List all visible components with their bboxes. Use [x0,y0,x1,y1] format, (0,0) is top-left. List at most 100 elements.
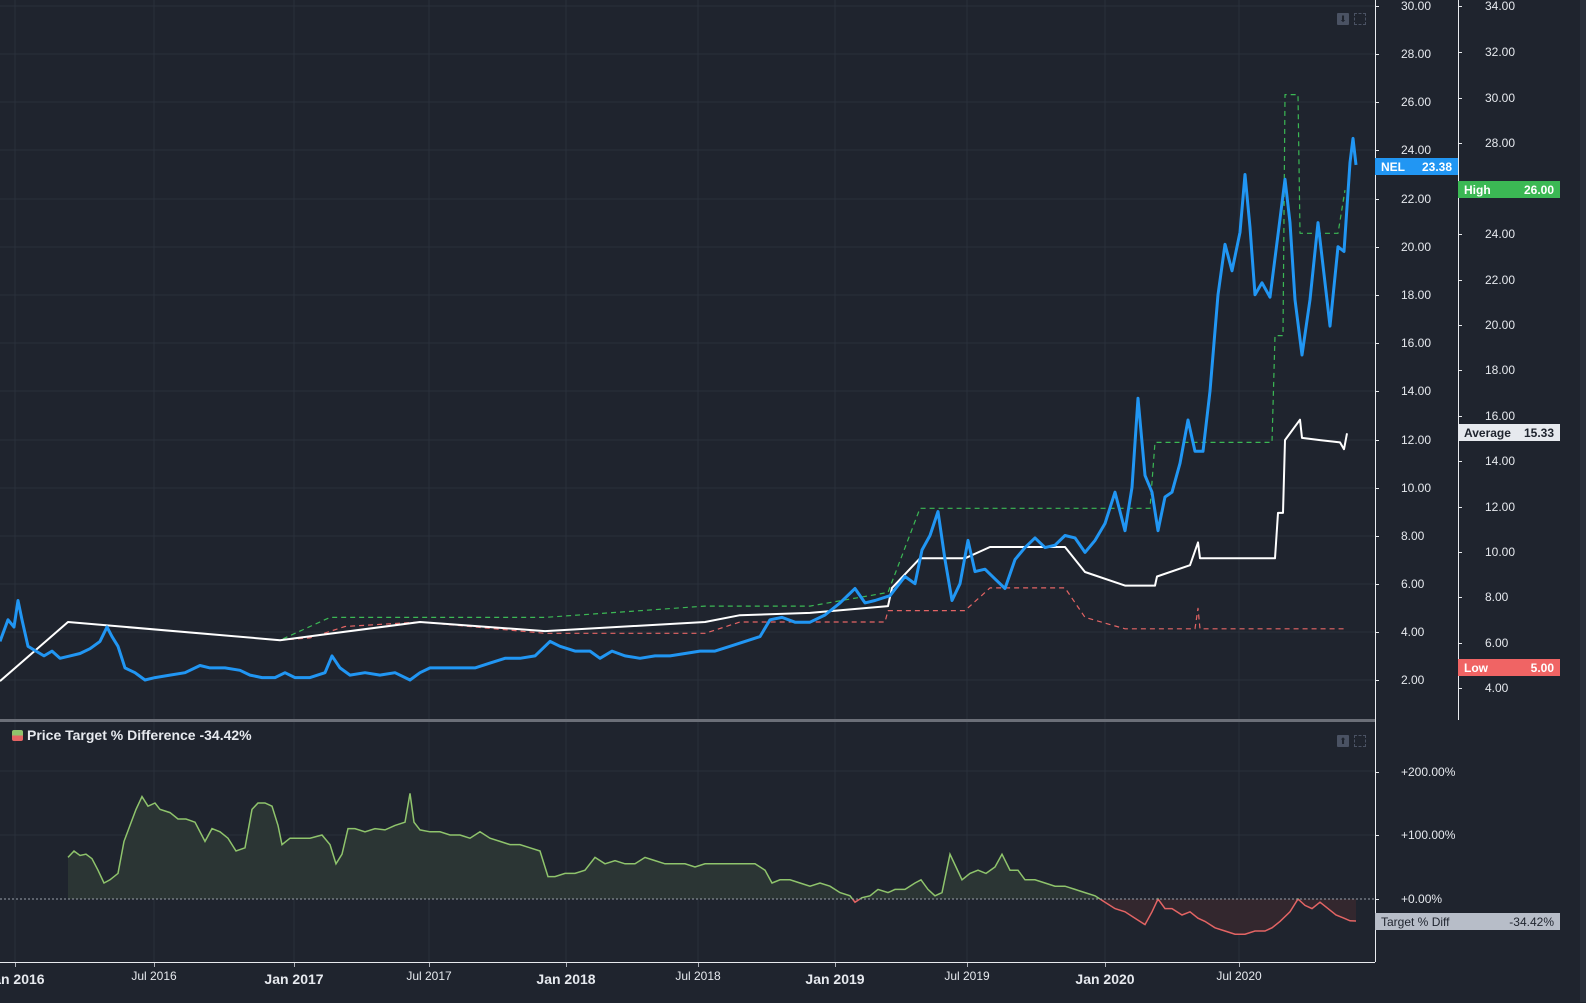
axis-tick [1376,295,1379,296]
axis-tick-label: 28.00 [1401,47,1432,61]
axis-tick [1376,102,1379,103]
axis-tick-label: +100.00% [1401,828,1456,842]
time-tick-label: Jul 2017 [406,969,452,983]
axis-tick-label: +200.00% [1401,765,1456,779]
axis-tick-label: 2.00 [1401,673,1425,687]
axis-tick-label: 30.00 [1485,91,1516,105]
target-diff-line-positive[interactable] [67,793,1356,934]
scrollbar[interactable] [1580,0,1586,1002]
axis-tick-label: 8.00 [1485,590,1509,604]
axis-tick-label: 30.00 [1401,0,1432,13]
axis-tick [1376,54,1379,55]
axis-tick [1376,440,1379,441]
axis-tick-label: 14.00 [1485,454,1516,468]
axis-tick-label: 24.00 [1485,227,1516,241]
low-target-tag: Low 5.00 [1458,659,1560,676]
target-diff-tag: Target % Diff -34.42% [1375,913,1560,930]
target-diff-line-negative[interactable] [68,793,1357,935]
series-average-line[interactable] [0,418,1348,682]
series-nel-line[interactable] [0,136,1358,682]
time-tick-label: Jan 2019 [805,971,865,987]
axis-tick-label: 18.00 [1401,288,1432,302]
lower-pane-legend: Price Target % Difference -34.42% [12,727,252,743]
tag-label: Low [1464,660,1488,675]
axis-tick [1459,325,1462,326]
high-target-tag: High 26.00 [1458,181,1560,198]
axis-tick [1459,688,1462,689]
axis-tick-label: 22.00 [1401,192,1432,206]
axis-tick-label: 16.00 [1485,409,1516,423]
lower-pane-buttons: ⬆ [1337,735,1366,747]
axis-tick [1376,343,1379,344]
axis-tick-label: 4.00 [1401,625,1425,639]
axis-tick-label: 12.00 [1485,500,1516,514]
axis-tick [1459,234,1462,235]
axis-tick-label: 20.00 [1485,318,1516,332]
tag-label: High [1464,182,1491,197]
tag-value: 5.00 [1530,660,1554,675]
time-tick-label: Jan 2017 [264,971,324,987]
pane-divider[interactable] [0,719,1375,722]
axis-tick [1376,680,1379,681]
tag-label: Average [1464,425,1511,440]
axis-tick [1459,552,1462,553]
target-diff-plot[interactable] [0,722,1375,962]
time-tick-label: Jul 2019 [944,969,990,983]
price-axis-line [1375,0,1376,962]
time-tick [154,963,155,967]
main-pane-buttons: ⬇ [1337,13,1366,25]
axis-tick-label: 18.00 [1485,363,1516,377]
axis-tick-label: 4.00 [1485,681,1509,695]
axis-tick-label: 24.00 [1401,143,1432,157]
tag-value: -34.42% [1509,914,1554,929]
axis-tick [1459,507,1462,508]
save-image-icon[interactable]: ⬇ [1337,13,1349,25]
axis-tick [1459,597,1462,598]
average-target-tag: Average 15.33 [1458,424,1560,441]
time-tick [1239,963,1240,967]
tag-label: NEL [1381,159,1405,174]
axis-tick [1459,643,1462,644]
price-chart-pane[interactable] [0,0,1375,720]
axis-tick-label: 12.00 [1401,433,1432,447]
axis-tick [1376,584,1379,585]
axis-tick [1459,143,1462,144]
price-chart-plot[interactable] [0,0,1375,720]
axis-tick [1459,98,1462,99]
time-tick [15,963,16,967]
time-tick-label: Jan 2018 [536,971,596,987]
axis-tick-label: 28.00 [1485,136,1516,150]
time-tick [967,963,968,967]
axis-tick-label: 8.00 [1401,529,1425,543]
axis-tick-label: 22.00 [1485,273,1516,287]
axis-tick [1459,6,1462,7]
tag-value: 15.33 [1523,425,1554,440]
positive-area [68,793,1356,899]
axis-tick [1459,416,1462,417]
tag-value: 23.38 [1421,159,1452,174]
fullscreen-icon[interactable] [1354,13,1366,25]
series-high-line[interactable] [0,93,1346,682]
restore-pane-icon[interactable]: ⬆ [1337,735,1349,747]
target-axis-line [1458,0,1459,720]
fullscreen-icon[interactable] [1354,735,1366,747]
price-last-value-tag: NEL 23.38 [1375,158,1458,175]
axis-tick-label: 10.00 [1401,481,1432,495]
target-diff-pane[interactable] [0,722,1375,962]
axis-tick [1459,461,1462,462]
axis-tick-label: 16.00 [1401,336,1432,350]
axis-tick [1376,488,1379,489]
axis-tick-label: 14.00 [1401,384,1432,398]
time-tick [1105,963,1106,967]
axis-tick [1459,280,1462,281]
time-tick [294,963,295,967]
axis-tick-label: 26.00 [1401,95,1432,109]
time-tick-label: Jul 2020 [1216,969,1262,983]
legend-swatch-icon [12,729,23,741]
time-axis[interactable]: Jan 2016 Jul 2016 Jan 2017 Jul 2017 Jan 2018… [0,962,1375,1003]
axis-tick [1376,835,1379,836]
axis-tick [1376,536,1379,537]
axis-tick-label: 6.00 [1401,577,1425,591]
axis-tick [1459,52,1462,53]
time-tick [566,963,567,967]
